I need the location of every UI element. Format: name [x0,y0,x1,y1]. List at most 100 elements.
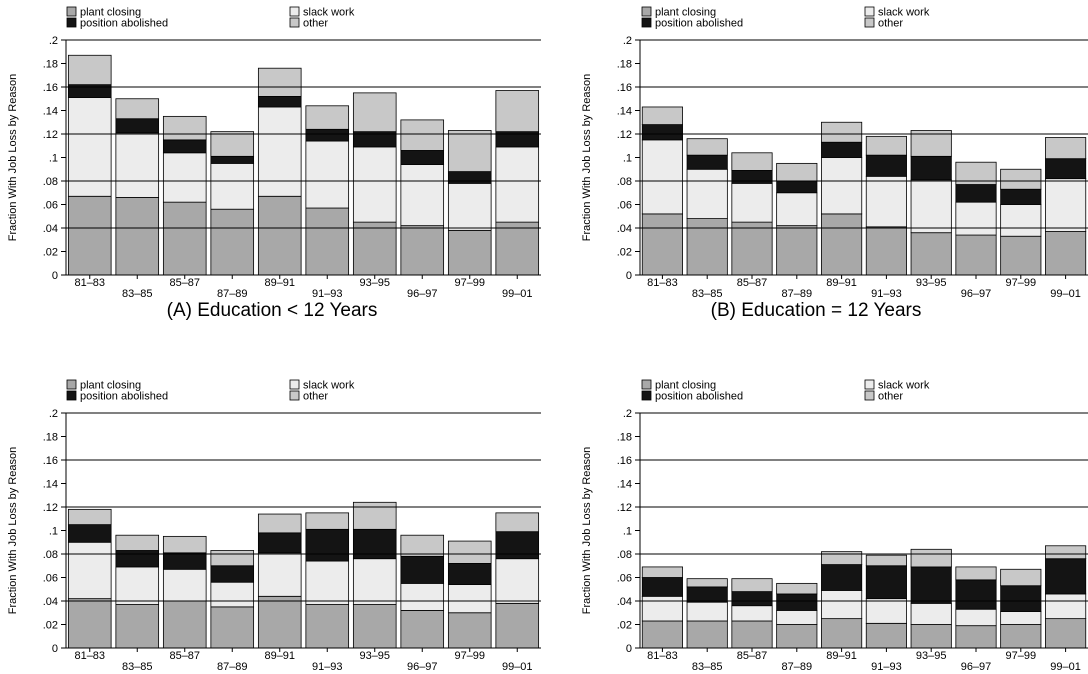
bar-segment [210,162,255,210]
y-tick-label: .2 [623,35,632,47]
bar-segment [447,540,492,564]
bar-segment [910,566,952,604]
y-tick-label: 0 [52,643,58,655]
bar-segment [400,534,445,557]
y-tick-label: .02 [617,620,632,632]
bar-segment [257,96,302,108]
legend-c: plant closing slack work position abolishe… [66,380,355,403]
bar-segment [447,563,492,585]
bar-segment [495,512,540,533]
bar-segment [686,578,728,588]
bar-segment [731,578,773,592]
bar-segment [352,146,397,223]
bar-segment [1045,137,1087,160]
bar-segment [955,234,997,276]
bar-segment [400,610,445,649]
chart-panel-b: plant closing slack work position abolishe… [581,7,1088,300]
bar-segment [162,152,207,203]
x-tick-label: 87–89 [217,661,248,673]
bar-segment [641,595,683,622]
legend-label-position: position abolished [80,391,168,403]
x-tick-label: 81–83 [647,277,678,289]
x-tick-label: 93–95 [359,277,390,289]
bar-segment [731,591,773,607]
bar-segment [686,138,728,156]
chart-panel-d: plant closing slack work position abolishe… [581,379,1088,673]
bar-segment [865,154,907,177]
bar-segment [305,604,350,649]
y-tick-label: .14 [43,479,58,491]
bar-segment [305,105,350,130]
bar-segment [162,535,207,554]
x-tick-label: 81–83 [74,650,105,662]
legend-swatch-slack [864,379,875,390]
bar-segment [821,157,863,215]
bar-segment [447,612,492,649]
legend-swatch-position [66,17,77,28]
y-tick-label: 0 [626,270,632,282]
bar-segment [447,584,492,614]
x-tick-label: 91–93 [871,661,902,673]
y-tick-label: .08 [43,549,58,561]
bar-segment [865,175,907,228]
bar-segment [210,581,255,608]
bar-segment [210,606,255,649]
bar-segment [305,128,350,142]
bar-segment [776,582,818,595]
legend-a: plant closing slack work position abolishe… [66,6,355,30]
x-tick-label: 83–85 [692,288,723,300]
bar-segment [352,221,397,276]
bar-segment [686,218,728,276]
bar-segment [495,602,540,649]
y-tick-label: .16 [617,455,632,467]
y-tick-label: .06 [43,573,58,585]
bar-segment [821,618,863,649]
chart-panel-a: plant closing slack work position abolishe… [7,6,541,300]
x-tick-label: 91–93 [871,288,902,300]
bar-segment [910,179,952,234]
bar-segment [115,566,160,605]
y-tick-label: .06 [617,200,632,212]
bar-segment [1000,611,1042,625]
legend-label-slack: slack work [303,380,355,392]
legend-label-slack: slack work [878,7,930,19]
bar-segment [162,115,207,141]
bar-segment [210,155,255,164]
bar-segment [731,152,773,171]
bar-segment [641,213,683,276]
x-tick-label: 96–97 [407,288,438,300]
bar-segment [955,184,997,203]
y-axis-label: Fraction With Job Loss by Reason [7,74,19,242]
bar-segment [910,232,952,276]
bar-segment [821,213,863,276]
bar-segment [821,564,863,591]
x-tick-label: 89–91 [264,277,295,289]
bar-segment [352,558,397,605]
legend-swatch-plant [66,6,77,17]
y-tick-label: .2 [49,35,58,47]
bar-segment [776,624,818,649]
y-tick-label: .18 [43,432,58,444]
bar-segment [447,171,492,184]
bar-segment [821,121,863,143]
y-axis-label: Fraction With Job Loss by Reason [581,74,593,242]
panel-b-caption: (B) Education = 12 Years [710,300,922,321]
x-tick-label: 99–01 [502,661,533,673]
bar-segment [955,161,997,185]
bar-segment [115,132,160,198]
legend-label-position: position abolished [655,18,743,30]
bar-segment [495,146,540,223]
x-tick-label: 81–83 [647,650,678,662]
legend-label-slack: slack work [878,380,930,392]
bar-segment [955,566,997,581]
y-tick-label: .04 [617,223,632,235]
bar-segment [67,524,112,543]
bar-segment [1000,168,1042,190]
x-tick-label: 93–95 [916,650,947,662]
x-tick-label: 85–87 [169,650,200,662]
bar-segment [400,225,445,276]
y-tick-label: .1 [623,153,632,165]
bar-segment [305,207,350,276]
bar-segment [1000,568,1042,587]
